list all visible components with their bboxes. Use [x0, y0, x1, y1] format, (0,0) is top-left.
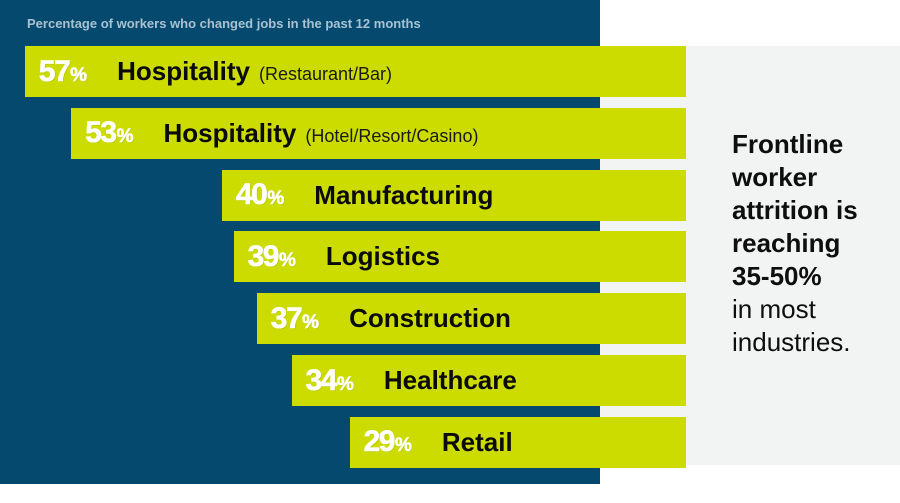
bar-retail-6: 29% Retail — [349, 416, 686, 468]
bar-category-text: Construction — [349, 303, 511, 334]
callout-line: industries. — [732, 327, 851, 357]
bar-value-percent-sign: % — [302, 311, 320, 333]
callout-line: worker — [732, 162, 818, 192]
bar-value-number: 29 — [363, 425, 396, 459]
bar-value-label: 39% — [247, 239, 297, 274]
bar-category-label: Retail — [442, 427, 513, 458]
bar-value-percent-sign: % — [336, 373, 355, 395]
callout-line: reaching — [732, 228, 841, 258]
bar-category-label: Manufacturing — [314, 180, 493, 211]
bar-value-label: 29% — [363, 425, 413, 459]
bar-hospitality-1: 53% Hospitality (Hotel/Resort/Casino) — [71, 107, 686, 159]
bar-value-number: 37 — [270, 301, 303, 335]
bar-category-label: Hospitality (Hotel/Resort/Casino) — [163, 118, 478, 149]
attrition-callout: Frontline worker attrition is reaching 3… — [732, 128, 900, 359]
bar-category-text: Retail — [441, 426, 513, 457]
callout-line: 35-50% — [732, 261, 822, 291]
bar-category-text: Hospitality — [117, 56, 250, 86]
bar-category-label: Healthcare — [384, 365, 517, 396]
chart-title: Percentage of workers who changed jobs i… — [27, 16, 421, 31]
bar-value-label: 37% — [270, 301, 320, 336]
callout-line: attrition is — [732, 195, 858, 225]
bar-category-label: Construction — [349, 303, 511, 334]
bar-healthcare-5: 34% Healthcare — [291, 355, 686, 406]
bar-category-text: Hospitality — [163, 117, 297, 148]
bar-value-percent-sign: % — [278, 249, 297, 272]
bar-category-text: Healthcare — [383, 365, 517, 395]
bar-value-label: 57% — [38, 54, 88, 89]
bar-value-label: 34% — [305, 363, 355, 398]
bar-value-percent-sign: % — [267, 188, 285, 210]
bar-category-note: (Hotel/Resort/Casino) — [305, 125, 479, 146]
bar-value-percent-sign: % — [70, 64, 88, 86]
bar-value-number: 53 — [85, 116, 118, 150]
bar-value-number: 57 — [38, 54, 71, 88]
bar-manufacturing-2: 40% Manufacturing — [222, 169, 686, 221]
bar-value-percent-sign: % — [116, 126, 134, 148]
bar-value-label: 53% — [85, 116, 134, 150]
bar-value-number: 34 — [305, 363, 338, 397]
bar-value-number: 39 — [247, 239, 280, 274]
bar-value-label: 40% — [236, 178, 285, 212]
callout-line: Frontline — [732, 129, 844, 159]
callout-line: in most — [732, 294, 816, 324]
bar-hospitality-0: 57% Hospitality (Restaurant/Bar) — [24, 46, 686, 97]
bar-category-note: (Restaurant/Bar) — [259, 64, 393, 84]
bar-category-label: Logistics — [326, 241, 440, 272]
bar-value-percent-sign: % — [394, 435, 413, 457]
bar-construction-4: 37% Construction — [256, 293, 686, 345]
bar-category-text: Manufacturing — [314, 179, 494, 210]
bar-category-text: Logistics — [325, 241, 441, 272]
bar-value-number: 40 — [236, 178, 269, 212]
bar-category-label: Hospitality (Restaurant/Bar) — [117, 56, 392, 87]
bar-logistics-3: 39% Logistics — [233, 231, 686, 283]
